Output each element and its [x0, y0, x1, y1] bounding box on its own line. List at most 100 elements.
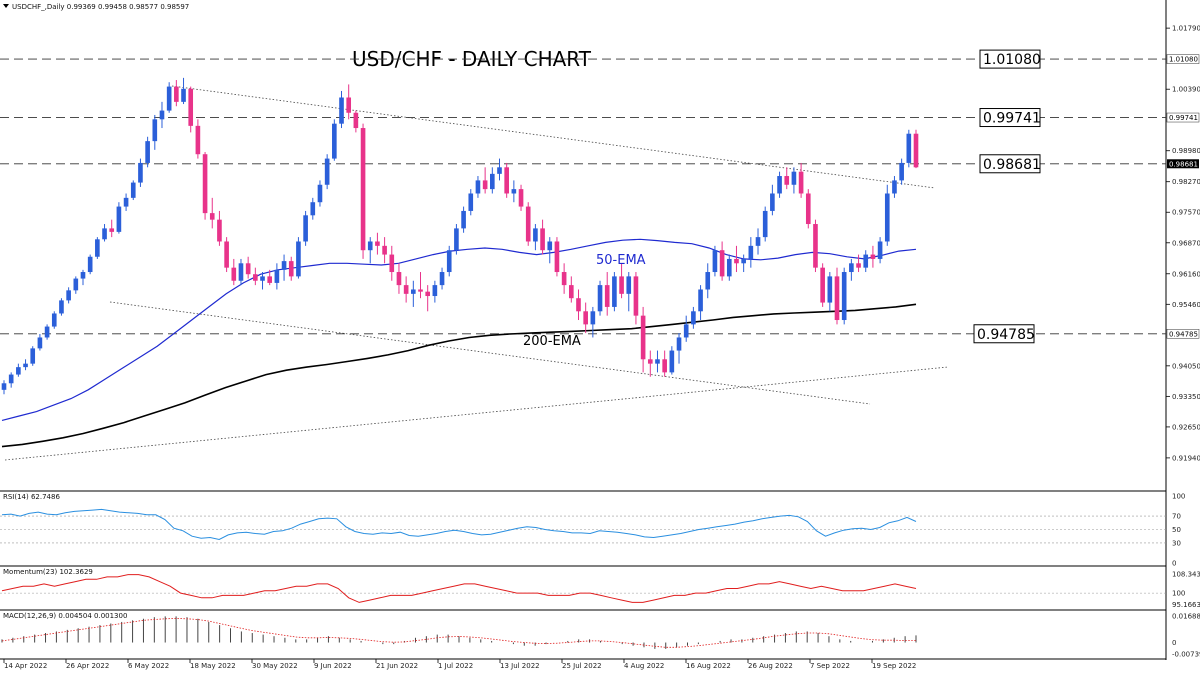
candle-body: [511, 189, 517, 194]
time-tick-label: 25 Jul 2022: [562, 662, 602, 670]
candle: [152, 114, 158, 150]
candle: [820, 263, 825, 307]
macd-tick-label: 0: [1172, 639, 1176, 647]
momentum-tick-label: 100: [1172, 590, 1185, 598]
candle-body: [166, 86, 172, 111]
candle-body: [741, 258, 746, 264]
candle-body: [647, 359, 653, 364]
price-tick-label: 0.98270: [1172, 178, 1200, 186]
momentum-label: Momentum(23) 102.3629: [3, 568, 93, 576]
candle-body: [461, 210, 466, 229]
candle-body: [80, 272, 86, 279]
candle-body: [439, 272, 445, 286]
candle-body: [734, 258, 739, 264]
candle-body: [1, 383, 7, 390]
candle-body: [253, 274, 258, 281]
ema200-annotation: 200-EMA: [523, 334, 581, 349]
candle-body: [640, 315, 646, 360]
candle-body: [619, 276, 624, 294]
ema50-line: [1, 238, 917, 421]
candle: [640, 306, 646, 373]
candle-body: [906, 133, 912, 163]
time-tick-label: 9 Jun 2022: [314, 662, 352, 670]
candle-body: [805, 193, 811, 225]
candle: [23, 359, 28, 371]
candle-body: [547, 241, 553, 251]
candle: [784, 167, 790, 190]
candle-body: [130, 182, 136, 198]
candle: [51, 311, 57, 329]
candle: [762, 206, 768, 242]
candle-body: [504, 167, 509, 194]
candle-body: [138, 162, 143, 183]
candle: [583, 302, 588, 334]
rising-support-trendline: [4, 366, 949, 461]
price-tick-label: 0.97570: [1172, 209, 1200, 217]
candle: [525, 202, 531, 246]
dropdown-arrow-icon[interactable]: [3, 4, 9, 8]
candle-body: [51, 313, 57, 327]
candle-body: [425, 291, 431, 297]
rsi-tick-label: 70: [1172, 513, 1181, 521]
candle: [856, 254, 861, 273]
time-tick-label: 26 Apr 2022: [66, 662, 109, 670]
candle: [324, 154, 330, 190]
candle: [446, 245, 452, 277]
candle: [877, 237, 883, 264]
candle-body: [798, 171, 804, 194]
candle-body: [568, 285, 574, 299]
candle: [619, 263, 624, 299]
ema-layer: [1, 238, 917, 448]
candle-body: [777, 176, 782, 194]
candle-body: [561, 272, 567, 286]
candle: [367, 237, 373, 264]
candle-body: [877, 241, 883, 259]
candle: [547, 237, 553, 264]
candle: [360, 123, 366, 259]
candle: [913, 129, 919, 169]
candle: [604, 272, 610, 316]
candle: [30, 346, 36, 366]
candle: [16, 363, 21, 377]
candle: [202, 152, 208, 220]
candle: [396, 263, 402, 294]
candle-body: [698, 289, 703, 312]
axis-price-label: 0.99741: [1169, 114, 1198, 122]
candle: [217, 210, 222, 246]
candle-body: [367, 241, 373, 251]
candle: [892, 176, 897, 198]
candle: [95, 237, 100, 259]
candle-body: [224, 241, 229, 268]
price-tick-label: 0.92650: [1172, 423, 1200, 431]
candle-body: [324, 158, 330, 185]
candle-body: [884, 193, 890, 242]
time-tick-label: 4 Aug 2022: [624, 662, 664, 670]
candle-body: [303, 215, 308, 242]
candle: [439, 267, 445, 290]
candle-body: [834, 276, 840, 321]
time-tick-label: 13 Jul 2022: [500, 662, 540, 670]
candle-body: [705, 272, 711, 290]
candle-body: [712, 250, 718, 273]
candle: [123, 193, 129, 211]
candle: [174, 80, 179, 107]
candle: [568, 276, 574, 303]
candle: [791, 167, 797, 194]
candle-body: [892, 180, 897, 194]
candle-body: [691, 311, 696, 325]
level-value-label: 0.99741: [983, 111, 1041, 127]
rsi-tick-label: 30: [1172, 539, 1181, 547]
candle: [188, 86, 194, 133]
candle: [712, 245, 718, 277]
candle: [418, 272, 423, 299]
candle-body: [669, 350, 675, 373]
price-tick-label: 1.01790: [1172, 25, 1200, 33]
macd-signal-line: [1, 617, 916, 648]
candle-body: [37, 337, 43, 349]
momentum-line: [1, 574, 917, 603]
rsi-tick-label: 100: [1172, 493, 1185, 501]
candle-body: [339, 97, 344, 124]
candle: [633, 272, 639, 325]
candle: [726, 254, 732, 281]
candle-body: [353, 112, 359, 129]
